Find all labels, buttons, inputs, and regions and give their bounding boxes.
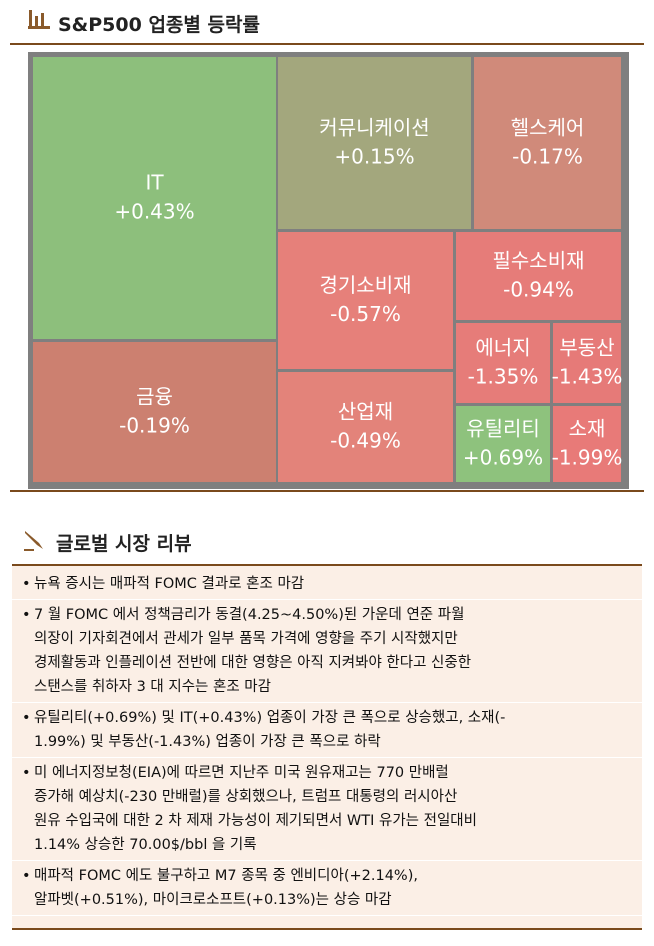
tile (33, 342, 276, 482)
bullet-item: 유틸리티(+0.69%) 및 IT(+0.43%) 업종이 가장 큰 폭으로 상… (12, 703, 642, 758)
bullet-item: 매파적 FOMC 에도 불구하고 M7 종목 중 엔비디아(+2.14%), 알파… (12, 861, 642, 916)
tile-label: 헬스케어 (511, 116, 585, 140)
review-box: 뉴욕 증시는 매파적 FOMC 결과로 혼조 마감 7 월 FOMC 에서 정책금… (12, 564, 642, 930)
text-line: 1.14% 상승한 70.00$/bbl 을 기록 (34, 837, 257, 853)
bullet-item: 뉴욕 증시는 매파적 FOMC 결과로 혼조 마감 (12, 569, 642, 600)
tile (278, 57, 471, 229)
tile-label: 경기소비재 (320, 273, 412, 297)
value-label: -1.35% (468, 365, 539, 389)
chart-icon (28, 10, 50, 29)
tile (456, 232, 621, 320)
text-line: 알파벳(+0.51%), 마이크로소프트(+0.13%)는 상승 마감 (34, 892, 392, 908)
divider (10, 490, 644, 492)
bullet-item: 미 에너지정보청(EIA)에 따르면 지난주 미국 원유재고는 770 만배럴증… (12, 758, 642, 861)
value-label: +0.69% (463, 446, 543, 470)
tile (553, 323, 621, 403)
value-label: -1.43% (552, 365, 623, 389)
tile-label: 커뮤니케이션 (319, 116, 429, 140)
tile (278, 232, 453, 369)
value-label: -1.99% (552, 446, 623, 470)
text-line: 뉴욕 증시는 매파적 FOMC 결과로 혼조 마감 (34, 576, 305, 592)
text-line: 경제활동과 인플레이션 전반에 대한 영향은 아직 지켜봐야 한다고 신중한 (34, 655, 472, 671)
text-line: 원유 수입국에 대한 2 차 제재 가능성이 제기되면서 WTI 유가는 전일대… (34, 813, 477, 829)
treemap: IT +0.43% 금융 -0.19% 커뮤니케이션 +0.15% 헬스케어 -0.17% 경기… (28, 52, 629, 489)
tile-label: 유틸리티 (466, 417, 540, 441)
value-label: -0.94% (503, 278, 574, 302)
text-line: 스탠스를 취하자 3 대 지수는 혼조 마감 (34, 679, 271, 695)
value-label: -0.17% (512, 145, 583, 169)
bullet-item: 7 월 FOMC 에서 정책금리가 동결(4.25~4.50%)된 가운데 연준… (12, 600, 642, 703)
tile (456, 406, 550, 482)
tile-label: 산업재 (338, 400, 393, 424)
tile (553, 406, 621, 482)
tile (474, 57, 621, 229)
tile-label: IT (145, 171, 164, 195)
section-title: 글로벌 시장 리뷰 (56, 533, 192, 555)
text-line: 미 에너지정보청(EIA)에 따르면 지난주 미국 원유재고는 770 만배럴 (34, 765, 449, 781)
text-line: 유틸리티(+0.69%) 및 IT(+0.43%) 업종이 가장 큰 폭으로 상… (34, 710, 506, 726)
tile (33, 57, 276, 339)
text-line: 증가해 예상치(-230 만배럴)를 상회했으나, 트럼프 대통령의 러시아산 (34, 789, 458, 805)
tile-label: 부동산 (559, 336, 614, 360)
value-label: +0.43% (114, 200, 194, 224)
pen-icon (24, 531, 43, 551)
text-line: 매파적 FOMC 에도 불구하고 M7 종목 중 엔비디아(+2.14%), (34, 868, 418, 884)
text-line: 1.99%) 및 부동산(-1.43%) 업종이 가장 큰 폭으로 하락 (34, 734, 381, 750)
value-label: -0.57% (330, 302, 401, 326)
tile-label: 금융 (136, 385, 173, 409)
tile (278, 372, 453, 482)
text-line: 7 월 FOMC 에서 정책금리가 동결(4.25~4.50%)된 가운데 연준… (34, 607, 465, 623)
value-label: +0.15% (334, 145, 414, 169)
text-line: 의장이 기자회견에서 관세가 일부 품목 가격에 영향을 주기 시작했지만 (34, 631, 458, 647)
section-title: S&P500 업종별 등락률 (58, 14, 260, 36)
value-label: -0.19% (119, 414, 190, 438)
divider (10, 43, 644, 45)
tile-label: 소재 (569, 417, 606, 441)
value-label: -0.49% (330, 429, 401, 453)
tile-label: 에너지 (475, 336, 530, 360)
tile-label: 필수소비재 (493, 249, 585, 273)
tile (456, 323, 550, 403)
